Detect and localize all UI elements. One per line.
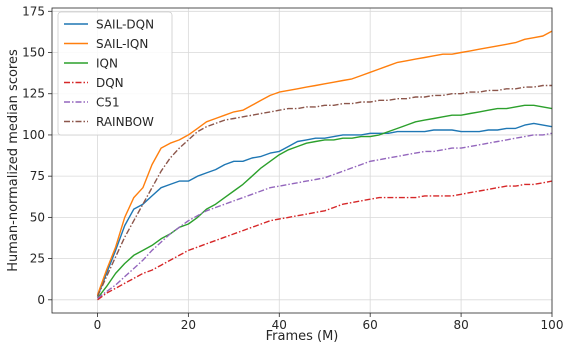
x-tick-label: 0	[94, 318, 102, 332]
grid	[52, 8, 553, 313]
x-tick-label: 20	[181, 318, 196, 332]
series-layer	[96, 30, 553, 301]
legend: SAIL-DQN SAIL-IQN IQN DQN C51 RAINBOW	[57, 11, 173, 136]
legend-label-sail-iqn: SAIL-IQN	[96, 37, 148, 51]
series-line-rainbow	[96, 84, 552, 297]
series-line-sail-dqn	[96, 122, 553, 297]
x-tick-label: 40	[272, 318, 287, 332]
y-tick-label: 100	[22, 128, 45, 142]
x-tick-label: 100	[541, 318, 564, 332]
y-tick-label: 0	[37, 293, 45, 307]
legend-label-iqn: IQN	[96, 57, 118, 71]
y-tick-label: 150	[22, 46, 45, 60]
y-axis-label: Human-normalized median scores	[6, 49, 21, 272]
y-tick-label: 175	[22, 4, 45, 18]
legend-label-rainbow: RAINBOW	[96, 115, 154, 129]
y-tick-label: 50	[30, 210, 45, 224]
legend-label-dqn: DQN	[96, 76, 124, 90]
y-tick-label: 25	[30, 252, 45, 266]
y-tick-label: 75	[30, 169, 45, 183]
legend-label-c51: C51	[96, 96, 120, 110]
series-line-sail-iqn	[96, 30, 553, 296]
legend-label-sail-dqn: SAIL-DQN	[96, 18, 154, 32]
series-line-c51	[97, 132, 553, 299]
ticks: 0 20 40 60 80 100 0 25 50 75 100 125 150 175	[22, 4, 563, 332]
x-tick-label: 60	[363, 318, 378, 332]
plot-frame	[51, 7, 553, 314]
x-axis-label: Frames (M)	[266, 329, 339, 344]
series-line-dqn	[97, 180, 553, 301]
x-tick-label: 80	[453, 318, 468, 332]
y-tick-label: 125	[22, 87, 45, 101]
